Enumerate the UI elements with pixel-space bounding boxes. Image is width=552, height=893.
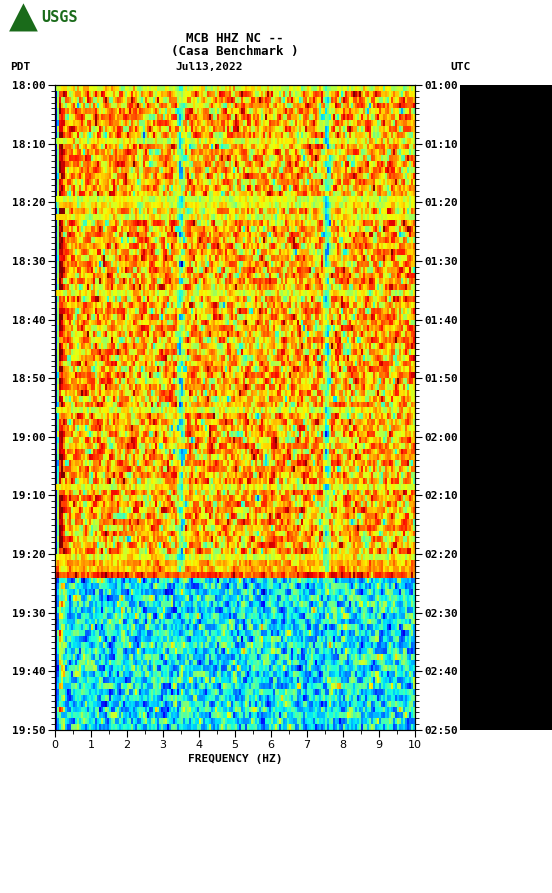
Text: PDT: PDT — [10, 62, 30, 72]
Text: Jul13,2022: Jul13,2022 — [175, 62, 242, 72]
Text: (Casa Benchmark ): (Casa Benchmark ) — [171, 46, 299, 59]
Text: UTC: UTC — [450, 62, 470, 72]
Text: USGS: USGS — [41, 10, 78, 25]
Polygon shape — [9, 4, 38, 31]
Text: MCB HHZ NC --: MCB HHZ NC -- — [186, 31, 284, 45]
X-axis label: FREQUENCY (HZ): FREQUENCY (HZ) — [188, 754, 282, 764]
